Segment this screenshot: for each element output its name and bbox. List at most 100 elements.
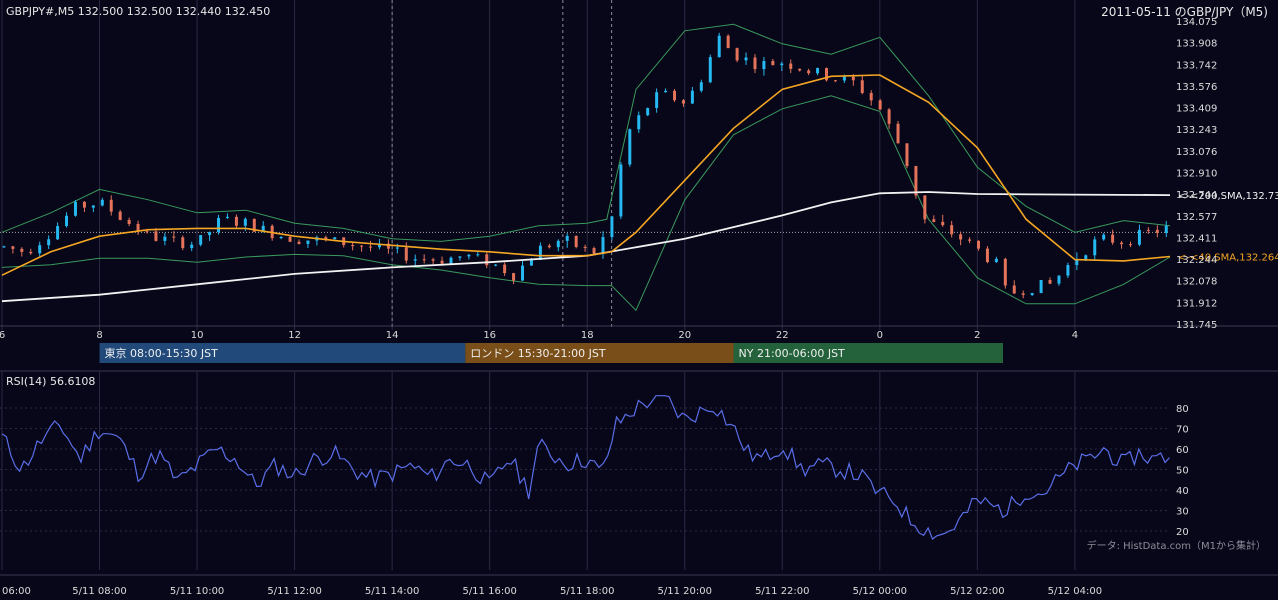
- candle-body: [1075, 259, 1079, 266]
- candle-body: [38, 245, 42, 254]
- candle-body: [65, 215, 69, 227]
- candle-body: [503, 264, 507, 274]
- candle-body: [887, 109, 891, 124]
- candle-body: [422, 259, 426, 261]
- candle-body: [404, 247, 408, 261]
- candle-body: [297, 241, 301, 244]
- candle-body: [225, 216, 229, 218]
- candle-body: [869, 92, 873, 101]
- session-label: 東京 08:00-15:30 JST: [105, 346, 219, 360]
- candle-body: [932, 219, 936, 222]
- time-tick-label: 2: [974, 330, 980, 341]
- candle-body: [73, 201, 77, 216]
- rsi-tick-label: 50: [1176, 466, 1189, 477]
- candle-body: [789, 63, 793, 69]
- candle-body: [825, 68, 829, 81]
- candle-body: [842, 76, 846, 81]
- price-tick-label: 132.910: [1176, 169, 1217, 180]
- price-tick-label: 132.744: [1176, 190, 1217, 201]
- candle-body: [905, 143, 909, 167]
- candle-body: [816, 68, 820, 74]
- candle-body: [521, 265, 525, 281]
- candle-body: [968, 239, 972, 241]
- price-tick-label: 132.078: [1176, 277, 1217, 288]
- price-tick-label: 131.912: [1176, 298, 1217, 309]
- price-tick-label: 133.576: [1176, 82, 1217, 93]
- candle-body: [172, 236, 176, 238]
- time-tick-label: 18: [581, 330, 594, 341]
- price-tick-label: 133.409: [1176, 104, 1217, 115]
- candle-body: [985, 248, 989, 263]
- bottom-time-label: 5/11 14:00: [365, 586, 419, 597]
- rsi-line: [1, 395, 1170, 540]
- candle-body: [807, 70, 811, 74]
- candle-body: [798, 68, 802, 71]
- candle-body: [664, 90, 668, 93]
- candle-body: [860, 80, 864, 93]
- candle-body: [1012, 285, 1016, 294]
- candle-body: [360, 245, 364, 247]
- candle-body: [199, 235, 203, 245]
- rsi-tick-label: 40: [1176, 486, 1189, 497]
- candle-body: [440, 260, 444, 264]
- candle-body: [833, 80, 837, 82]
- candle-body: [369, 246, 373, 248]
- sma200-label: <-<200,SMA,132.736: [1178, 191, 1278, 202]
- candle-body: [959, 234, 963, 240]
- rsi-panel: 80 70 60 50 40 30 20: [0, 395, 1189, 540]
- candle-body: [619, 164, 623, 217]
- candle-body: [190, 244, 194, 249]
- chart-title: 2011-05-11 のGBP/JPY（M5): [1101, 5, 1268, 19]
- candle-body: [708, 57, 712, 83]
- candle-body: [1164, 225, 1168, 233]
- candle-body: [127, 219, 131, 224]
- time-tick-label: 10: [191, 330, 204, 341]
- session-bars: 東京 08:00-15:30 JST ロンドン 15:30-21:00 JST NY…: [99, 343, 1003, 363]
- candle-body: [753, 57, 757, 70]
- candle-body: [163, 236, 167, 241]
- rsi-title: RSI(14) 56.6108: [6, 375, 95, 388]
- candle-body: [377, 243, 381, 248]
- candle-body: [592, 248, 596, 254]
- candle-body: [2, 246, 6, 248]
- session-label: ロンドン 15:30-21:00 JST: [470, 347, 606, 360]
- candle-body: [333, 237, 337, 240]
- candle-body: [744, 57, 748, 61]
- candle-body: [610, 216, 614, 238]
- bottom-time-label: 5/11 12:00: [267, 586, 321, 597]
- candle-body: [243, 218, 247, 226]
- candle-body: [1048, 280, 1052, 284]
- session-bar: [465, 343, 734, 363]
- price-axis: 134.075 133.908 133.742 133.576 133.409 133.2…: [1176, 17, 1217, 331]
- candle-body: [574, 235, 578, 247]
- time-tick-label: 0: [877, 330, 883, 341]
- symbol-info: GBPJPY#,M5 132.500 132.500 132.440 132.4…: [6, 5, 270, 18]
- time-tick-label: 16: [483, 330, 496, 341]
- price-tick-label: 134.075: [1176, 17, 1217, 28]
- time-tick-label: 20: [678, 330, 691, 341]
- time-tick-label: 12: [288, 330, 301, 341]
- candle-body: [914, 166, 918, 196]
- candle-body: [1057, 275, 1061, 284]
- candle-body: [1039, 280, 1043, 294]
- bollinger-line: [1, 23, 1171, 242]
- bottom-time-label: 5/11 20:00: [658, 586, 712, 597]
- candle-body: [29, 251, 33, 254]
- bottom-time-axis: 06:00 5/11 08:00 5/11 10:00 5/11 12:00 5/11 …: [2, 586, 1102, 597]
- price-tick-label: 133.243: [1176, 125, 1217, 136]
- candle-body: [1137, 229, 1141, 245]
- time-axis: 6 8 10 12 14 16 18 20 22 0 2 4: [0, 330, 1078, 341]
- candle-body: [181, 237, 185, 249]
- rsi-tick-label: 80: [1176, 404, 1189, 415]
- candle-body: [1102, 234, 1106, 240]
- price-tick-label: 131.745: [1176, 320, 1217, 331]
- rsi-tick-label: 70: [1176, 425, 1189, 436]
- candle-body: [386, 243, 390, 249]
- candle-body: [234, 216, 238, 226]
- candle-body: [977, 240, 981, 249]
- candle-body: [395, 247, 399, 249]
- time-tick-label: 8: [96, 330, 102, 341]
- candle-body: [699, 82, 703, 91]
- candle-body: [56, 226, 60, 240]
